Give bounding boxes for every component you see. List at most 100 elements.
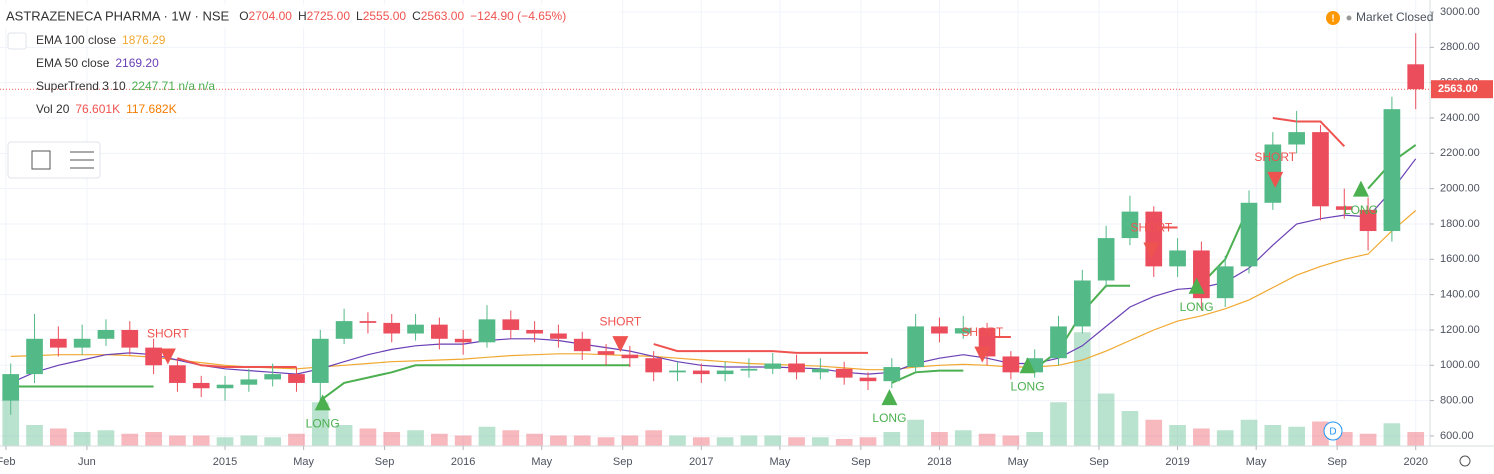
candle-body (2, 374, 20, 401)
ohlc-value: 2704.00 (249, 9, 293, 23)
signal-label: LONG (1344, 203, 1378, 217)
candle-body (597, 351, 615, 355)
candle-body (573, 338, 591, 352)
toolbar-box (7, 141, 101, 179)
x-tick-label: May (293, 456, 314, 468)
volume-bar (50, 428, 67, 446)
candle-body (288, 374, 305, 383)
volume-bar (1145, 419, 1163, 446)
volume-bar (97, 430, 115, 446)
candle-body (883, 367, 901, 382)
candle-body (1407, 64, 1425, 90)
candle-body (73, 338, 91, 348)
ohlc-value: 2555.00 (363, 9, 407, 23)
volume-bar (716, 437, 734, 446)
signal-label: SHORT (961, 325, 1003, 339)
volume-bar (740, 435, 758, 446)
dividend-marker-label: D (1329, 427, 1336, 438)
x-tick-label: 2020 (1403, 456, 1427, 468)
signal-arrow (612, 336, 629, 353)
candle-body (407, 324, 424, 334)
volume-bar (883, 432, 901, 446)
x-tick-label: May (770, 456, 791, 468)
indicator-name: Vol 20 (36, 102, 70, 116)
plot: SHORT LONG SHORT LONG SHORT LONG SHORT LONG SHOR… (0, 33, 1430, 446)
candle-body (383, 322, 401, 334)
signal-arrow (881, 389, 898, 406)
indicator-value: 2247.71 n/a n/a (132, 79, 216, 93)
y-tick-label: 2400.00 (1440, 112, 1480, 124)
candle-body (1121, 211, 1139, 239)
candle-body (264, 374, 282, 380)
ohlc-key: C (412, 9, 421, 23)
x-tick-label: Sep (613, 456, 633, 468)
x-tick-label: Sep (851, 456, 871, 468)
candle-body (1288, 132, 1305, 145)
candle-body (1097, 238, 1115, 281)
candle-body (764, 363, 782, 369)
signal-label: LONG (306, 417, 340, 431)
x-tick-label: 2019 (1165, 456, 1189, 468)
ohlc-value: 2725.00 (307, 9, 351, 23)
y-tick-label: 1200.00 (1440, 324, 1480, 336)
candle-body (1240, 202, 1258, 267)
y-tick-label: 600.00 (1440, 430, 1474, 442)
y-tick-label: 2000.00 (1440, 183, 1480, 195)
signal-arrow (159, 348, 176, 365)
grid (0, 0, 1430, 446)
candle-body (97, 329, 115, 339)
volume-bar (645, 430, 663, 446)
status-icon[interactable] (1326, 11, 1340, 25)
ohlc-key: O (239, 9, 248, 23)
rect-icon[interactable] (31, 150, 51, 170)
signal-arrow (1352, 180, 1369, 197)
candle-body (311, 338, 329, 383)
x-tick-label: May (1008, 456, 1029, 468)
volume-bar (1193, 428, 1210, 446)
settings-icon[interactable] (1459, 455, 1471, 467)
dividend-marker[interactable] (1323, 421, 1343, 441)
candle-body (859, 377, 877, 382)
signal-label: LONG (872, 411, 906, 425)
candle-body (335, 321, 353, 339)
y-tick-label: 2800.00 (1440, 41, 1480, 53)
x-tick-label: May (531, 456, 552, 468)
candle-body (216, 384, 234, 389)
signal-label: LONG (1180, 300, 1214, 314)
volume-bar (383, 432, 401, 446)
volume-bar (788, 437, 805, 446)
volume-bar (454, 435, 472, 446)
volume-bar (478, 426, 496, 446)
volume-bar (692, 437, 710, 446)
volume-bar (1383, 423, 1401, 446)
volume-bar (311, 402, 329, 446)
signal-label: SHORT (147, 327, 189, 341)
volume-bar (26, 425, 43, 446)
indicator-name: SuperTrend 3 10 (36, 79, 126, 93)
candle-body (669, 370, 686, 373)
symbol-title: ASTRAZENECA PHARMA · 1W · NSE (6, 8, 230, 23)
volume-bar (169, 435, 186, 446)
volume-bar (431, 433, 448, 446)
candle-body (645, 358, 663, 373)
volume-bar (573, 435, 591, 446)
candle-body (478, 319, 496, 343)
volume-bar (1002, 435, 1020, 446)
x-tick-label: 2018 (927, 456, 951, 468)
volume-bar (621, 435, 639, 446)
signal-arrow (1267, 171, 1284, 188)
indicator-line (10, 158, 1417, 384)
x-tick-label: 2016 (451, 456, 475, 468)
candle-body (502, 319, 520, 330)
x-tick-label: May (1246, 456, 1267, 468)
ohlc-key: L (356, 9, 363, 23)
status-dot (1346, 15, 1352, 21)
volume-bar (931, 432, 948, 446)
volume-bar (1097, 393, 1115, 446)
candle-body (50, 338, 67, 348)
drawing-toolbar[interactable] (7, 141, 101, 179)
volume-bar (1050, 402, 1067, 446)
candle-body (621, 354, 639, 359)
collapse-button[interactable] (7, 32, 27, 50)
